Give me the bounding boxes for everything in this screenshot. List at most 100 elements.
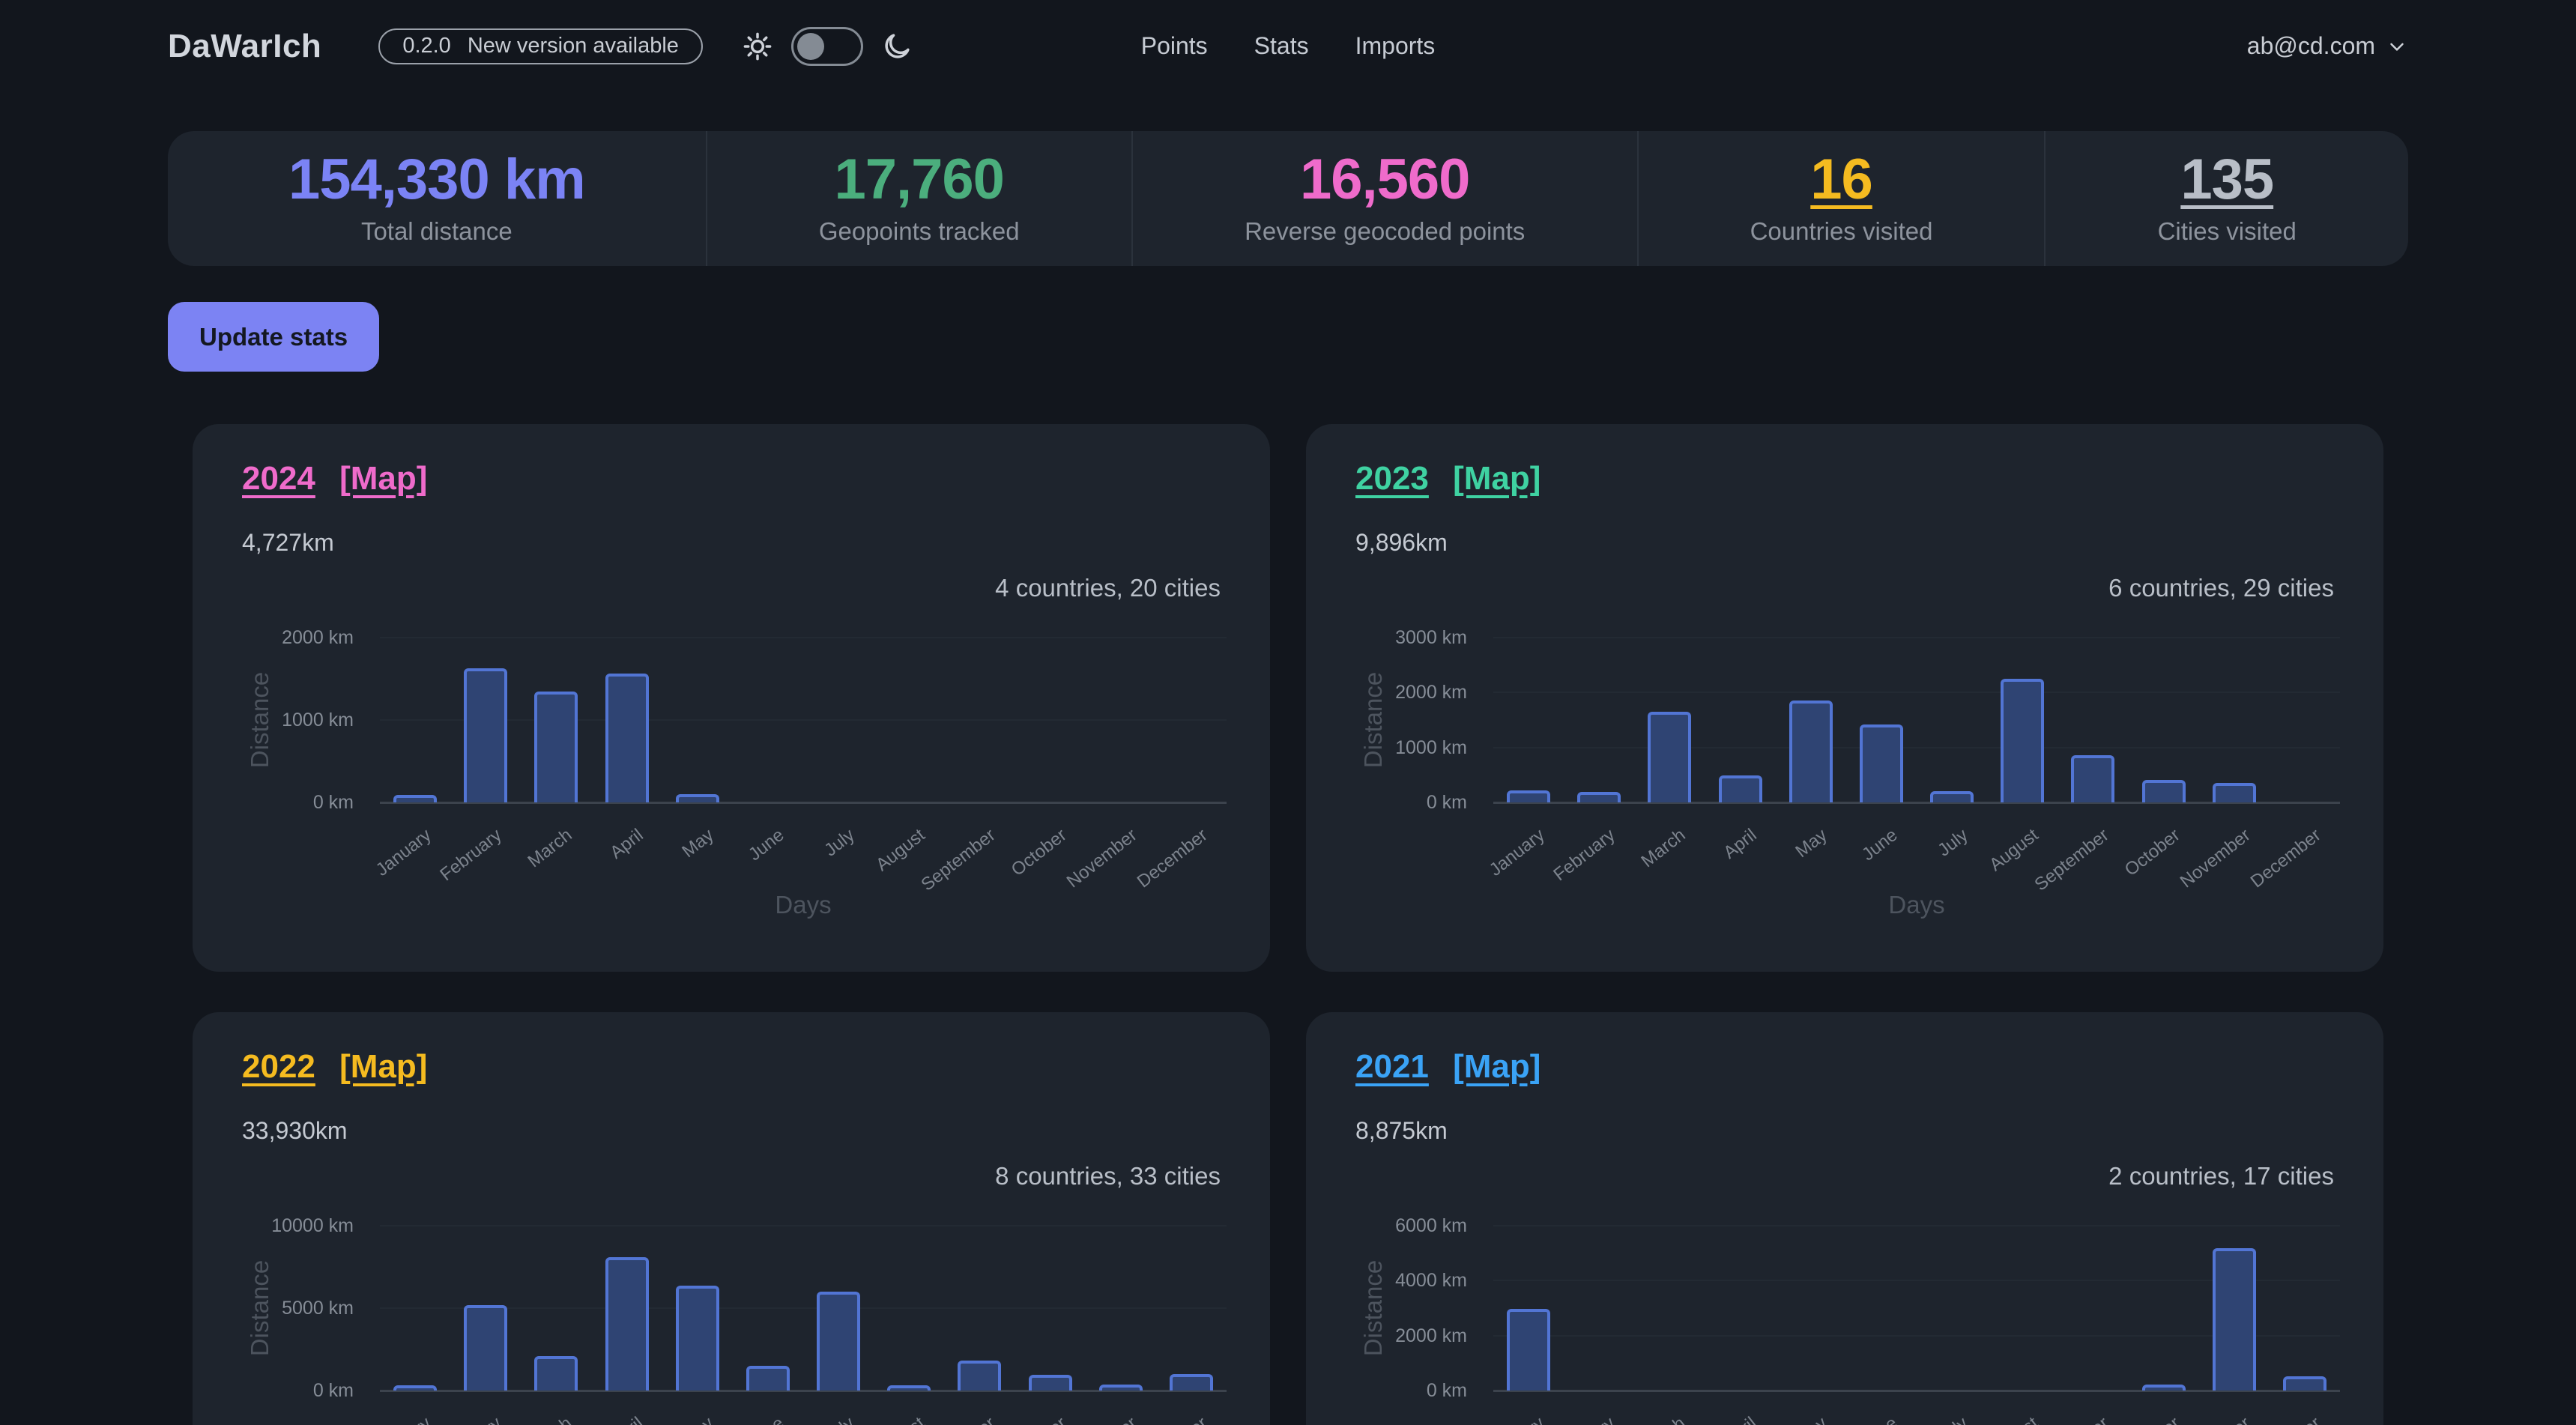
y-tick-label: 4000 km [1395,1270,1467,1292]
x-tick-label-october: October [1007,1413,1071,1425]
map-link-2021[interactable]: [Map] [1453,1048,1541,1085]
bar-july [817,1292,861,1391]
year-link-2021[interactable]: 2021 [1355,1048,1429,1085]
x-tick-label-september: September [918,1413,1000,1425]
y-tick-label: 2000 km [282,627,354,648]
stat-value: 16,560 [1299,148,1470,211]
x-tick-label-november: November [2176,825,2255,892]
year-card-2022: 2022 [Map] 33,930km 8 countries, 33 citi… [193,1012,1270,1425]
version-number: 0.2.0 [402,34,451,58]
x-tick-label-january: January [372,1413,436,1425]
gridline [1493,802,2340,804]
bar-january [393,794,438,802]
x-tick-label-july: July [1934,1413,1972,1425]
year-link-2022[interactable]: 2022 [242,1048,315,1085]
gridline [1493,637,2340,638]
version-badge-label: New version available [467,34,679,58]
gridline [380,1307,1227,1309]
x-tick-label-december: December [1133,825,1212,892]
year-link-2024[interactable]: 2024 [242,460,315,497]
y-tick-label: 3000 km [1395,627,1467,648]
year-link-2023[interactable]: 2023 [1355,460,1429,497]
bar-october [2141,779,2186,802]
gridline [380,1390,1227,1392]
stat-total-distance: 154,330 km Total distance [168,131,707,266]
x-tick-label-february: February [436,825,506,886]
countries-visited-link[interactable]: 16 [1810,148,1873,211]
bar-june [746,1366,790,1391]
distance-bar-chart-2021: 0 km 2000 km 4000 km 6000 km JanuaryFebruary… [1306,1012,2383,1425]
x-tick-label-february: February [437,1413,507,1425]
x-tick-label-may: May [1792,825,1831,862]
cities-visited-link[interactable]: 135 [2180,148,2274,211]
map-link-2022[interactable]: [Map] [339,1048,428,1085]
gridline [380,719,1227,721]
bar-february [464,668,508,803]
x-tick-label-july: July [820,1413,859,1425]
gridline [1493,746,2340,748]
y-tick-label: 1000 km [282,710,354,730]
year-summary: 4 countries, 20 cities [995,574,1221,602]
user-menu[interactable]: ab@cd.com [2247,32,2408,60]
y-tick-label: 2000 km [1395,1325,1467,1346]
app-logo: DaWarIch [168,27,322,64]
y-tick-label: 10000 km [271,1215,354,1236]
x-tick-label-february: February [1550,1413,1620,1425]
y-tick-label: 0 km [1426,792,1467,813]
year-card-2023: 2023 [Map] 9,896km 6 countries, 29 citie… [1306,424,2383,972]
x-tick-label-july: July [820,825,859,861]
y-tick-label: 5000 km [282,1298,354,1319]
bar-april [605,1256,649,1391]
year-card-2024: 2024 [Map] 4,727km 4 countries, 20 citie… [193,424,1270,972]
navbar: DaWarIch 0.2.0 New version available [168,0,2408,92]
stat-cities-visited: 135 Cities visited [2046,131,2407,266]
x-tick-label-august: August [872,825,929,876]
x-tick-label-may: May [1792,1413,1831,1425]
x-tick-label-december: December [2246,825,2325,892]
x-tick-label-september: September [2031,825,2114,895]
x-tick-label-march: March [1638,1413,1690,1425]
distance-bar-chart-2024: 0 km 1000 km 2000 km January February March Ap… [193,424,1270,972]
x-tick-label-november: November [2177,1413,2255,1425]
x-tick-label-november: November [1062,825,1141,892]
stat-label: Geopoints tracked [818,217,1020,245]
y-tick-label: 6000 km [1395,1215,1467,1236]
stat-reverse-geocoded: 16,560 Reverse geocoded points [1133,131,1639,266]
y-axis-title: Distance [246,1259,273,1357]
y-tick-label: 0 km [1426,1380,1467,1401]
stat-countries-visited: 16 Countries visited [1639,131,2046,266]
bar-october [1028,1375,1072,1391]
bar-january [393,1385,438,1391]
bar-april [605,674,649,802]
stat-label: Cities visited [2157,217,2297,245]
x-axis-title: Days [1888,891,1945,919]
bar-july [1930,791,1974,802]
y-tick-label: 2000 km [1395,682,1467,704]
x-tick-label-march: March [1637,825,1690,872]
card-title: 2021 [Map] [1355,1048,1541,1086]
bar-october [2141,1385,2186,1391]
nav-link-imports[interactable]: Imports [1355,32,1436,59]
bar-november [2212,1248,2256,1391]
nav-link-points[interactable]: Points [1140,32,1208,59]
year-distance: 8,875km [1355,1117,1448,1144]
x-tick-label-january: January [1485,825,1549,880]
stat-value: 17,760 [834,148,1005,211]
x-tick-label-may: May [678,1413,718,1425]
map-link-2024[interactable]: [Map] [339,460,428,497]
nav-link-stats[interactable]: Stats [1254,32,1309,59]
bar-december [2282,1376,2326,1391]
version-badge[interactable]: 0.2.0 New version available [378,28,703,64]
year-summary: 6 countries, 29 cities [2108,574,2334,602]
gridline [1493,1334,2340,1337]
theme-toggle[interactable] [790,26,863,66]
stat-label: Total distance [360,217,513,245]
y-axis-title: Distance [246,671,273,769]
x-tick-label-april: April [1720,1413,1761,1425]
year-summary: 8 countries, 33 cities [995,1162,1221,1190]
x-tick-label-january: January [1486,1413,1549,1425]
x-tick-label-october: October [1007,825,1071,880]
card-title: 2022 [Map] [242,1048,427,1086]
map-link-2023[interactable]: [Map] [1453,460,1541,497]
update-stats-button[interactable]: Update stats [168,302,380,372]
